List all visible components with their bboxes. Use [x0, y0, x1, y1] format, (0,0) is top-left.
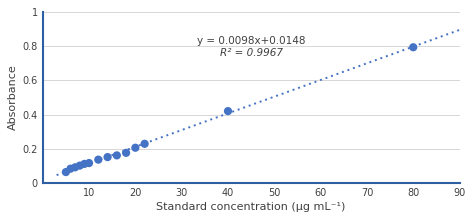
Point — [113, 154, 120, 157]
Point — [132, 146, 139, 149]
Point — [122, 151, 130, 155]
Point — [76, 164, 83, 167]
Point — [94, 158, 102, 161]
Point — [104, 155, 111, 159]
Text: y = 0.0098x+0.0148: y = 0.0098x+0.0148 — [197, 36, 305, 46]
Y-axis label: Absorbance: Absorbance — [9, 65, 18, 130]
Point — [81, 162, 88, 166]
Point — [72, 166, 79, 169]
Point — [141, 142, 148, 146]
Point — [224, 109, 232, 113]
Point — [67, 167, 74, 170]
Point — [62, 170, 70, 174]
Point — [85, 161, 93, 165]
Text: R² = 0.9967: R² = 0.9967 — [219, 48, 283, 58]
Point — [410, 46, 417, 49]
X-axis label: Standard concentration (μg mL⁻¹): Standard concentration (μg mL⁻¹) — [156, 202, 346, 212]
